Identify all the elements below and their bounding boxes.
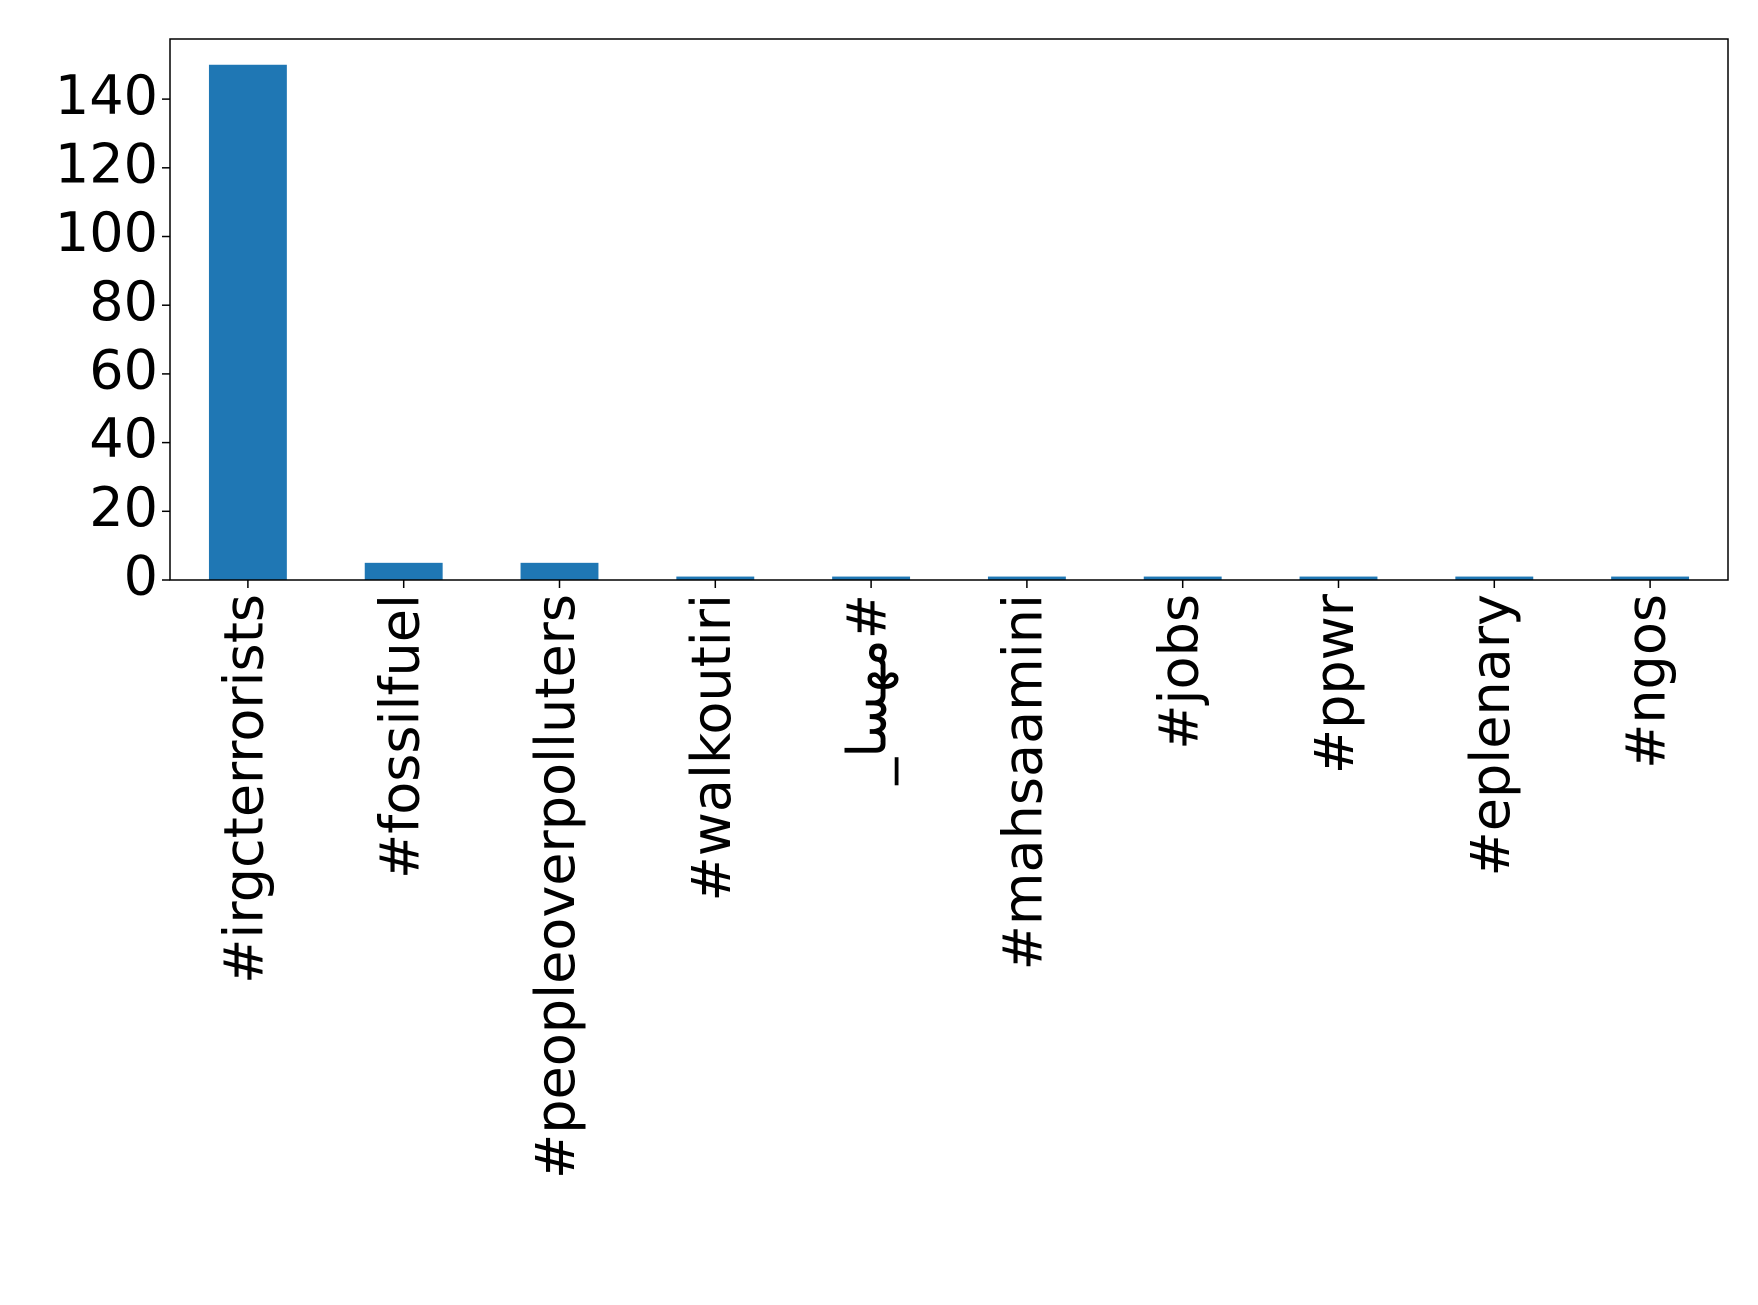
x-tick-label: #mahsaamini: [992, 594, 1055, 970]
plot-frame: [169, 38, 1729, 581]
bar: [1143, 576, 1222, 580]
x-tick-label: #irgcterrorists: [213, 594, 276, 984]
bar: [1299, 576, 1378, 580]
bar: [832, 576, 911, 580]
bar: [1611, 576, 1690, 580]
y-tick-label: 80: [89, 270, 158, 333]
y-tick-label: 100: [55, 201, 158, 264]
x-tick-label: #ngos: [1615, 594, 1678, 769]
x-tick-label: #jobs: [1147, 594, 1210, 750]
y-tick-label: 40: [89, 407, 158, 470]
bar: [364, 562, 443, 580]
x-tick-label: #walkoutiri: [680, 594, 743, 902]
x-tick-label: #ppwr: [1303, 593, 1366, 774]
x-tick-label: #fossilfuel: [368, 594, 431, 879]
x-tick-label: #مهسا_: [836, 594, 899, 786]
y-tick-label: 20: [89, 476, 158, 539]
bar: [208, 64, 287, 580]
x-tick-label: #eplenary: [1459, 594, 1522, 876]
y-tick-label: 0: [124, 545, 158, 608]
bar: [987, 576, 1066, 580]
bar: [1455, 576, 1534, 580]
y-tick-label: 60: [89, 339, 158, 402]
x-tick-label: #peopleoverpolluters: [524, 594, 587, 1179]
bar: [676, 576, 755, 580]
y-tick-label: 120: [55, 132, 158, 195]
bar: [520, 562, 599, 580]
y-tick-label: 140: [55, 64, 158, 127]
